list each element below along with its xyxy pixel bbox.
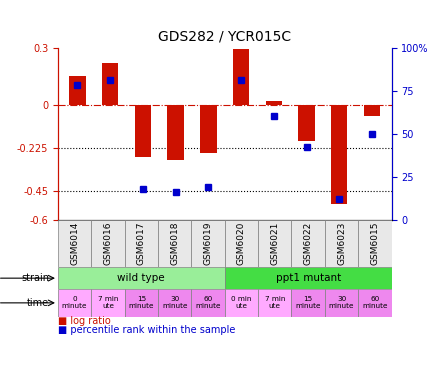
Bar [233, 49, 249, 105]
Text: GSM6021: GSM6021 [270, 222, 279, 265]
Bar [158, 289, 191, 317]
Text: ■ percentile rank within the sample: ■ percentile rank within the sample [58, 325, 235, 335]
Bar [225, 289, 258, 317]
Text: GSM6023: GSM6023 [337, 222, 346, 265]
Text: GSM6020: GSM6020 [237, 222, 246, 265]
Bar [291, 220, 325, 267]
Bar [200, 105, 217, 153]
Bar [258, 220, 291, 267]
Bar [325, 220, 358, 267]
Bar [358, 220, 392, 267]
Bar [69, 76, 85, 105]
Text: 30
minute: 30 minute [329, 296, 354, 309]
Text: 15
minute: 15 minute [295, 296, 321, 309]
Text: 7 min
ute: 7 min ute [98, 296, 118, 309]
Bar [158, 220, 191, 267]
Bar [266, 101, 282, 105]
Text: 0 min
ute: 0 min ute [231, 296, 251, 309]
Bar [58, 220, 91, 267]
Bar [102, 63, 118, 105]
Bar [191, 289, 225, 317]
Text: GSM6017: GSM6017 [137, 222, 146, 265]
Text: GSM6022: GSM6022 [303, 222, 313, 265]
Text: 30
minute: 30 minute [162, 296, 187, 309]
Bar [58, 289, 91, 317]
Text: 7 min
ute: 7 min ute [265, 296, 285, 309]
Bar [58, 267, 225, 289]
Bar [331, 105, 348, 204]
Text: GSM6015: GSM6015 [370, 222, 380, 265]
Text: ppt1 mutant: ppt1 mutant [275, 273, 341, 283]
Bar [358, 289, 392, 317]
Bar [225, 220, 258, 267]
Bar [135, 105, 151, 157]
Bar [364, 105, 380, 116]
Text: 0
minute: 0 minute [62, 296, 87, 309]
Text: GSM6014: GSM6014 [70, 222, 79, 265]
Bar [298, 105, 315, 141]
Text: GSM6016: GSM6016 [103, 222, 113, 265]
Bar [91, 289, 125, 317]
Text: time: time [27, 298, 49, 308]
Bar [258, 289, 291, 317]
Bar [167, 105, 184, 160]
Bar [191, 220, 225, 267]
Title: GDS282 / YCR015C: GDS282 / YCR015C [158, 30, 291, 44]
Text: 60
minute: 60 minute [195, 296, 221, 309]
Text: GSM6018: GSM6018 [170, 222, 179, 265]
Text: wild type: wild type [117, 273, 165, 283]
Text: GSM6019: GSM6019 [203, 222, 213, 265]
Bar [291, 289, 325, 317]
Text: 15
minute: 15 minute [129, 296, 154, 309]
Bar [125, 220, 158, 267]
Text: ■ log ratio: ■ log ratio [58, 316, 111, 326]
Text: strain: strain [21, 273, 49, 283]
Text: 60
minute: 60 minute [362, 296, 388, 309]
Bar [225, 267, 392, 289]
Bar [125, 289, 158, 317]
Bar [325, 289, 358, 317]
Bar [91, 220, 125, 267]
